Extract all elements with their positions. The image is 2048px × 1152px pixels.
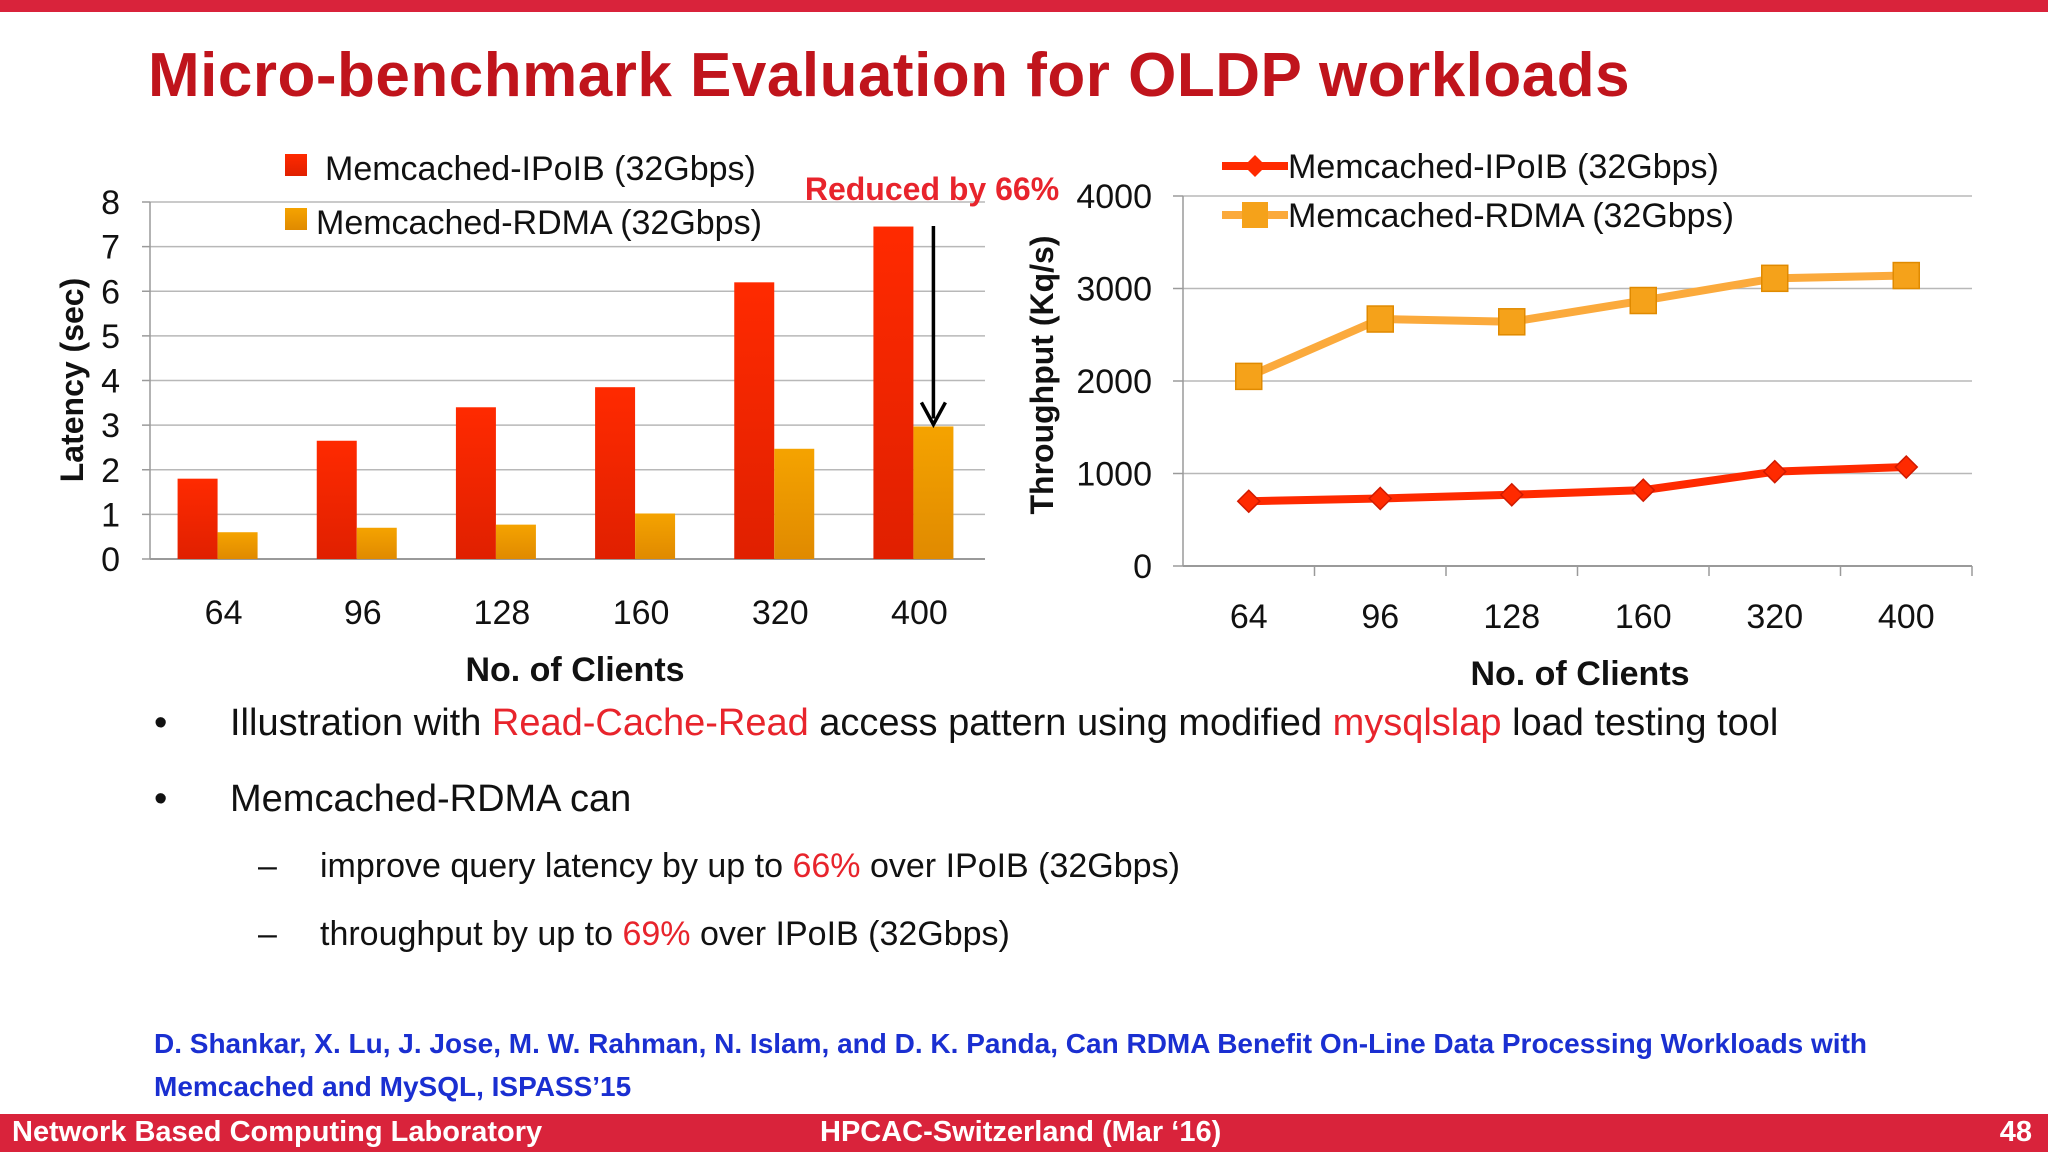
bullet-dot: • xyxy=(154,778,168,820)
bar-ipoib xyxy=(177,478,218,559)
bar-rdma xyxy=(913,426,954,559)
data-point-ipoib xyxy=(1236,489,1261,514)
data-point-ipoib xyxy=(1631,478,1656,503)
y-tick-label: 4000 xyxy=(1076,178,1152,216)
y-tick-label: 7 xyxy=(101,229,120,267)
sub-bullet-dash: – xyxy=(258,915,277,953)
legend-label: Memcached-RDMA (32Gbps) xyxy=(1288,197,1734,235)
legend-marker xyxy=(1242,202,1268,228)
sub-bullet-1-highlight: 66% xyxy=(792,847,861,885)
bar-rdma xyxy=(356,527,397,559)
data-point-ipoib xyxy=(1894,454,1919,480)
sub-bullet-item-1: – improve query latency by up to 66% ove… xyxy=(150,832,1910,900)
x-tick-label: 400 xyxy=(1878,598,1935,636)
y-tick-label: 0 xyxy=(1133,548,1152,586)
x-tick-label: 320 xyxy=(752,594,809,632)
legend-swatch xyxy=(285,208,307,230)
data-point-ipoib xyxy=(1368,486,1393,511)
y-axis-label: Latency (sec) xyxy=(54,278,90,483)
y-tick-label: 1000 xyxy=(1076,456,1152,494)
latency-bar-chart: 0 1 2 3 4 5 6 7 8 64 96 128 160 320 400 No. of Clients L… xyxy=(54,150,1059,689)
bullet-1-text-middle: access pattern using modified xyxy=(808,702,1333,744)
data-point-rdma xyxy=(1761,264,1789,293)
bullet-1-text-start: Illustration with xyxy=(230,702,492,744)
y-tick-label: 1 xyxy=(101,496,120,534)
bullet-2-text: Memcached-RDMA can xyxy=(230,778,632,820)
footer-lab-name: Network Based Computing Laboratory xyxy=(12,1116,543,1148)
data-point-rdma xyxy=(1892,261,1920,290)
sub-bullet-2-text-start: throughput by up to xyxy=(320,915,623,953)
data-point-rdma xyxy=(1235,362,1263,391)
bar-ipoib xyxy=(873,226,914,559)
bar-rdma xyxy=(495,524,536,559)
data-point-rdma xyxy=(1366,305,1394,333)
annotation-text: Reduced by 66% xyxy=(805,171,1059,207)
y-tick-label: 2000 xyxy=(1076,363,1152,401)
y-axis-label: Throughput (Kq/s) xyxy=(1024,235,1060,514)
y-tick-label: 2 xyxy=(101,452,120,490)
bullet-1-text-end: load testing tool xyxy=(1501,702,1779,744)
x-tick-label: 400 xyxy=(891,594,948,632)
x-tick-label: 128 xyxy=(474,594,531,632)
legend-label: Memcached-IPoIB (32Gbps) xyxy=(325,150,756,188)
series-line-rdma xyxy=(1244,271,1911,381)
x-tick-label: 160 xyxy=(1615,598,1672,636)
sub-bullet-dash: – xyxy=(258,847,277,885)
x-tick-label: 64 xyxy=(1230,598,1268,636)
footer-event: HPCAC-Switzerland (Mar ‘16) xyxy=(820,1116,1222,1148)
x-axis-label: No. of Clients xyxy=(1470,655,1689,693)
sub-bullet-item-2: – throughput by up to 69% over IPoIB (32… xyxy=(150,900,1910,968)
data-point-ipoib xyxy=(1499,482,1524,507)
x-tick-label: 96 xyxy=(1361,598,1399,636)
x-tick-label: 64 xyxy=(205,594,243,632)
bar-ipoib xyxy=(316,440,357,559)
data-point-ipoib xyxy=(1762,459,1787,484)
sub-bullet-2-highlight: 69% xyxy=(622,915,691,953)
y-tick-label: 0 xyxy=(101,541,120,579)
slide-title: Micro-benchmark Evaluation for OLDP work… xyxy=(148,41,1631,110)
bar-rdma xyxy=(774,448,815,559)
citation-reference: D. Shankar, X. Lu, J. Jose, M. W. Rahman… xyxy=(154,1028,1868,1102)
series-line-ipoib xyxy=(1244,463,1911,506)
legend-label: Memcached-RDMA (32Gbps) xyxy=(316,204,762,242)
legend-marker xyxy=(1244,155,1266,177)
data-point-rdma xyxy=(1498,308,1526,336)
annotation-arrow-head xyxy=(919,401,947,429)
x-tick-label: 96 xyxy=(344,594,382,632)
bullet-1-highlight-read-cache-read: Read-Cache-Read xyxy=(491,702,809,744)
bar-ipoib xyxy=(455,407,496,559)
x-tick-label: 320 xyxy=(1746,598,1803,636)
y-tick-label: 3 xyxy=(101,407,120,445)
bar-ipoib xyxy=(734,282,775,559)
bullet-item-1: • Illustration with Read-Cache-Read acce… xyxy=(150,690,1910,756)
footer-page-number: 48 xyxy=(1999,1116,2032,1148)
legend-label: Memcached-IPoIB (32Gbps) xyxy=(1288,148,1719,186)
y-tick-label: 8 xyxy=(101,184,120,222)
bullet-list: • Illustration with Read-Cache-Read acce… xyxy=(150,690,1910,968)
footer-bar: Network Based Computing Laboratory HPCAC… xyxy=(0,1114,2048,1152)
bar-rdma xyxy=(217,532,258,559)
top-accent-bar xyxy=(0,0,2048,12)
sub-bullet-2-text-end: over IPoIB (32Gbps) xyxy=(690,915,1010,953)
bullet-1-highlight-mysqlslap: mysqlslap xyxy=(1332,702,1502,744)
bullet-item-2: • Memcached-RDMA can xyxy=(150,766,1910,832)
legend-swatch xyxy=(285,154,307,176)
y-tick-label: 6 xyxy=(101,273,120,311)
bar-rdma xyxy=(635,513,676,559)
bullet-dot: • xyxy=(154,702,168,744)
sub-bullet-1-text-start: improve query latency by up to xyxy=(320,847,793,885)
bar-ipoib xyxy=(595,387,636,559)
x-tick-label: 160 xyxy=(613,594,670,632)
y-tick-label: 3000 xyxy=(1076,271,1152,309)
x-tick-label: 128 xyxy=(1483,598,1540,636)
sub-bullet-1-text-end: over IPoIB (32Gbps) xyxy=(860,847,1180,885)
throughput-line-chart: 0 1000 2000 3000 4000 64 96 128 160 320 400 No. of … xyxy=(1024,148,1973,693)
y-tick-label: 4 xyxy=(101,363,120,401)
x-axis-label: No. of Clients xyxy=(465,651,684,689)
data-point-rdma xyxy=(1629,286,1657,315)
y-tick-label: 5 xyxy=(101,318,120,356)
